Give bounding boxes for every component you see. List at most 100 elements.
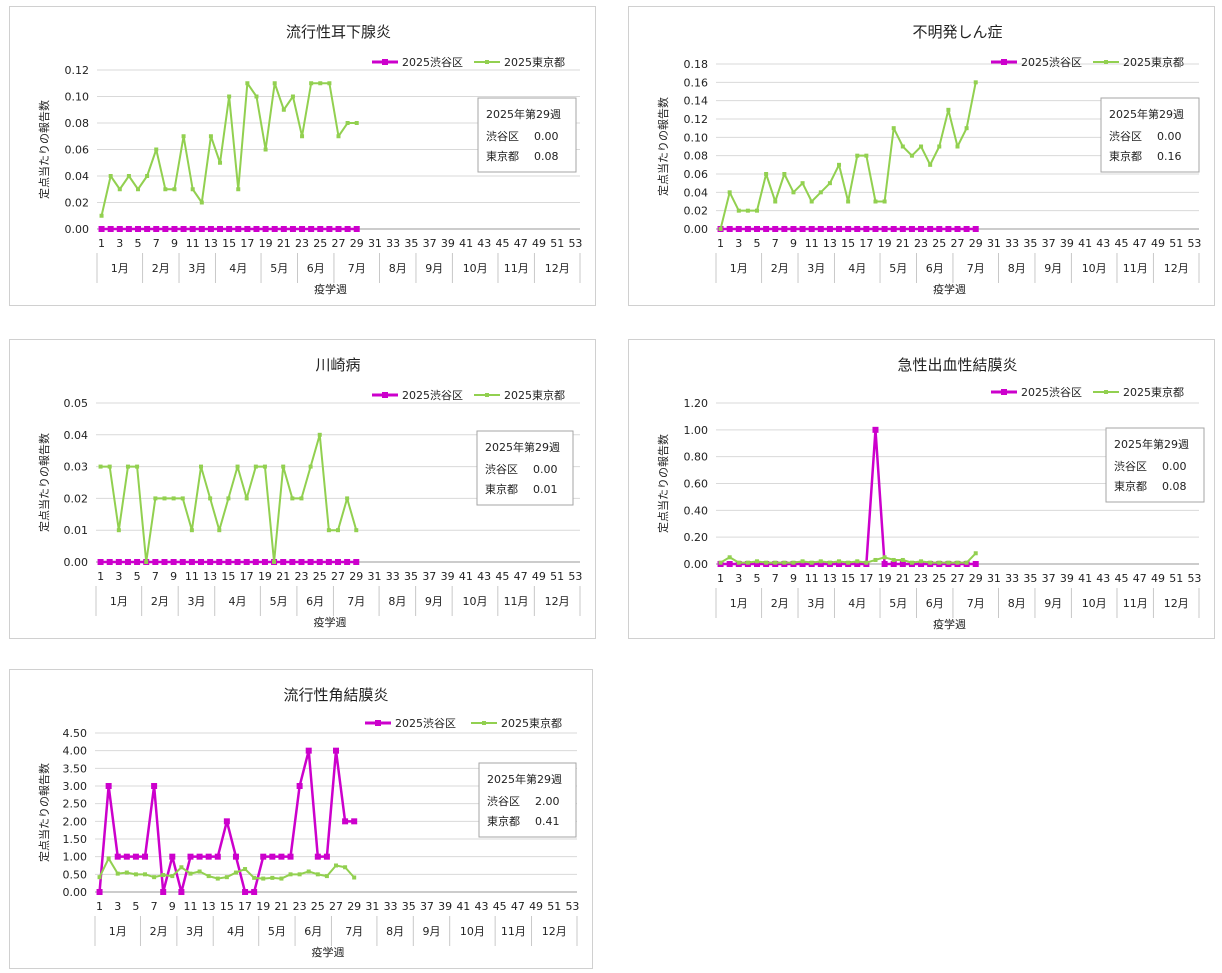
data-point-tokyo bbox=[937, 144, 942, 149]
month-label: 9月 bbox=[422, 925, 440, 938]
data-point-shibuya bbox=[872, 226, 879, 232]
month-label: 4月 bbox=[227, 925, 245, 938]
legend-swatch-marker bbox=[485, 60, 489, 64]
data-point-tokyo bbox=[900, 144, 905, 149]
x-tick-label: 7 bbox=[152, 570, 159, 583]
data-point-tokyo bbox=[98, 464, 103, 469]
month-label: 3月 bbox=[807, 597, 825, 610]
month-label: 12月 bbox=[1164, 262, 1189, 275]
legend-label: 2025東京都 bbox=[504, 388, 565, 402]
data-point-tokyo bbox=[800, 181, 805, 186]
data-point-shibuya bbox=[243, 559, 250, 565]
data-point-tokyo bbox=[145, 174, 150, 178]
month-label: 3月 bbox=[186, 925, 204, 938]
month-label: 4月 bbox=[229, 595, 247, 608]
x-tick-label: 29 bbox=[347, 900, 361, 913]
info-box-value: 0.01 bbox=[533, 483, 558, 496]
month-label: 12月 bbox=[1164, 597, 1189, 610]
x-tick-label: 29 bbox=[969, 572, 983, 585]
legend-swatch-marker bbox=[1104, 390, 1108, 394]
data-point-tokyo bbox=[937, 560, 942, 565]
data-point-shibuya bbox=[799, 226, 806, 232]
data-point-shibuya bbox=[836, 561, 843, 567]
chart-title: 急性出血性結膜炎 bbox=[897, 356, 1017, 374]
data-point-shibuya bbox=[754, 226, 761, 232]
data-point-tokyo bbox=[919, 144, 924, 149]
data-point-tokyo bbox=[837, 162, 842, 167]
data-point-shibuya bbox=[333, 747, 339, 754]
data-point-tokyo bbox=[116, 528, 121, 533]
x-tick-label: 35 bbox=[404, 237, 418, 250]
data-point-tokyo bbox=[773, 199, 778, 204]
x-tick-label: 3 bbox=[116, 237, 123, 250]
x-tick-label: 7 bbox=[772, 237, 779, 250]
data-point-shibuya bbox=[252, 559, 259, 565]
x-tick-label: 13 bbox=[823, 572, 837, 585]
month-label: 9月 bbox=[425, 595, 443, 608]
data-point-shibuya bbox=[114, 853, 121, 860]
data-point-tokyo bbox=[827, 181, 832, 186]
x-tick-label: 35 bbox=[1023, 572, 1037, 585]
data-point-shibuya bbox=[216, 559, 223, 565]
month-label: 6月 bbox=[926, 597, 944, 610]
data-point-tokyo bbox=[791, 190, 796, 195]
data-point-shibuya bbox=[171, 226, 178, 232]
x-tick-label: 9 bbox=[169, 900, 176, 913]
x-tick-label: 37 bbox=[423, 237, 437, 250]
y-tick-label: 0.40 bbox=[684, 504, 709, 517]
y-tick-label: 0.06 bbox=[684, 168, 709, 181]
data-point-tokyo bbox=[736, 208, 741, 213]
x-tick-label: 9 bbox=[171, 237, 178, 250]
month-label: 12月 bbox=[545, 262, 570, 275]
x-tick-label: 29 bbox=[969, 237, 983, 250]
month-label: 12月 bbox=[542, 925, 567, 938]
data-point-shibuya bbox=[253, 226, 260, 232]
data-point-shibuya bbox=[196, 853, 203, 860]
data-point-shibuya bbox=[271, 226, 278, 232]
legend-label: 2025渋谷区 bbox=[402, 389, 463, 402]
data-point-tokyo bbox=[270, 875, 275, 880]
x-tick-label: 25 bbox=[932, 237, 946, 250]
data-point-tokyo bbox=[782, 172, 787, 176]
data-point-shibuya bbox=[198, 559, 205, 565]
data-point-shibuya bbox=[954, 226, 961, 232]
month-label: 2月 bbox=[771, 597, 789, 610]
x-tick-label: 21 bbox=[896, 237, 910, 250]
month-label: 11月 bbox=[1123, 262, 1148, 275]
data-point-tokyo bbox=[226, 496, 231, 501]
data-point-tokyo bbox=[233, 870, 238, 875]
x-tick-label: 45 bbox=[495, 570, 509, 583]
legend-swatch-marker bbox=[1001, 59, 1007, 65]
data-point-shibuya bbox=[342, 818, 349, 825]
y-tick-label: 0.06 bbox=[65, 144, 90, 157]
x-tick-label: 53 bbox=[568, 237, 582, 250]
info-box-value: 0.08 bbox=[1162, 480, 1187, 493]
data-point-tokyo bbox=[352, 875, 357, 880]
data-point-shibuya bbox=[845, 226, 852, 232]
x-tick-label: 21 bbox=[896, 572, 910, 585]
legend-label: 2025渋谷区 bbox=[395, 717, 456, 730]
data-point-tokyo bbox=[107, 464, 112, 469]
month-label: 11月 bbox=[1123, 597, 1148, 610]
x-tick-label: 19 bbox=[878, 572, 892, 585]
data-point-tokyo bbox=[919, 559, 924, 564]
data-point-tokyo bbox=[928, 162, 933, 167]
data-point-tokyo bbox=[855, 153, 860, 158]
x-tick-label: 7 bbox=[772, 572, 779, 585]
y-axis-label: 定点当たりの報告数 bbox=[656, 434, 670, 533]
x-tick-label: 5 bbox=[135, 237, 142, 250]
chart-svg-keratoconjunctivitis: 流行性角結膜炎 0.00 0.50 1.00 1.50 2.00 2.50 3.00 3.50 4… bbox=[37, 686, 579, 959]
x-axis-label: 疫学週 bbox=[933, 617, 966, 631]
info-box-label: 渋谷区 bbox=[487, 795, 520, 808]
data-point-shibuya bbox=[317, 226, 324, 232]
data-point-tokyo bbox=[261, 876, 266, 881]
data-point-tokyo bbox=[99, 213, 104, 218]
x-tick-label: 33 bbox=[1005, 572, 1019, 585]
data-point-shibuya bbox=[205, 853, 212, 860]
x-tick-label: 17 bbox=[240, 237, 254, 250]
data-point-tokyo bbox=[955, 144, 960, 149]
y-tick-label: 0.10 bbox=[684, 131, 709, 144]
data-point-shibuya bbox=[808, 226, 815, 232]
data-point-shibuya bbox=[223, 818, 230, 825]
data-point-shibuya bbox=[307, 559, 314, 565]
